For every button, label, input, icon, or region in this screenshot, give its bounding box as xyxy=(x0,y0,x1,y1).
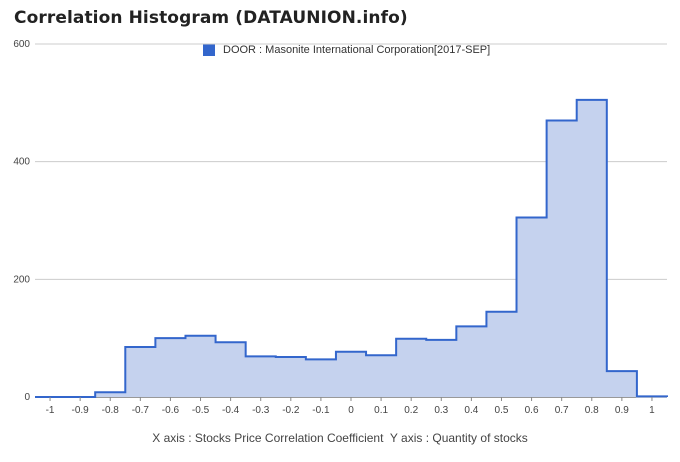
x-tick-label: 0.7 xyxy=(555,405,569,416)
histogram-bin xyxy=(336,352,366,397)
x-tick-label: -0.2 xyxy=(282,405,300,416)
x-tick-label: 0.6 xyxy=(525,405,539,416)
histogram-bin xyxy=(246,356,276,397)
histogram-line xyxy=(35,98,668,398)
x-tick-label: -0.4 xyxy=(222,405,240,416)
histogram-bin xyxy=(607,371,637,397)
histogram-bin xyxy=(276,357,306,397)
histogram-bin xyxy=(185,336,215,397)
histogram-bin xyxy=(366,355,396,397)
y-tick-label: 200 xyxy=(13,274,30,285)
y-tick-label: 600 xyxy=(13,39,30,50)
histogram-fill xyxy=(35,99,667,397)
axis-caption: X axis : Stocks Price Correlation Coeffi… xyxy=(0,431,680,445)
x-tick-label: 0.3 xyxy=(434,405,448,416)
histogram-bin xyxy=(95,392,125,397)
histogram-bin xyxy=(547,120,577,397)
x-tick-label: -1 xyxy=(46,405,55,416)
histogram-bin xyxy=(216,342,246,397)
histogram-bin xyxy=(637,396,667,397)
x-tick-label: 0.1 xyxy=(374,405,388,416)
x-tick-label: -0.5 xyxy=(192,405,210,416)
y-axis-caption: Y axis : Quantity of stocks xyxy=(389,431,528,445)
x-tick-label: -0.3 xyxy=(252,405,270,416)
x-tick-label: -0.1 xyxy=(312,405,330,416)
histogram-bin xyxy=(577,100,607,397)
y-axis-ticks: 0 200 400 600 xyxy=(13,39,30,403)
histogram-bin xyxy=(456,326,486,397)
x-tick-label: -0.8 xyxy=(102,405,120,416)
legend-label: DOOR : Masonite International Corporatio… xyxy=(223,44,491,56)
x-tick-label: -0.6 xyxy=(162,405,180,416)
histogram-area xyxy=(35,98,668,398)
x-axis-caption: X axis : Stocks Price Correlation Coeffi… xyxy=(152,431,384,445)
histogram-bin xyxy=(396,339,426,397)
x-tick-label: 0.5 xyxy=(495,405,509,416)
y-tick-label: 400 xyxy=(13,157,30,168)
x-tick-label: 0 xyxy=(348,405,354,416)
histogram-bin xyxy=(486,312,516,397)
x-tick-label: 1 xyxy=(649,405,655,416)
histogram-bin xyxy=(155,338,185,397)
histogram-bin xyxy=(426,340,456,397)
chart-title: Correlation Histogram (DATAUNION.info) xyxy=(14,8,408,28)
histogram-bin xyxy=(125,347,155,397)
x-tick-label: -0.9 xyxy=(72,405,90,416)
legend-swatch xyxy=(203,44,215,56)
x-tick-label: -0.7 xyxy=(132,405,150,416)
legend: DOOR : Masonite International Corporatio… xyxy=(203,43,490,57)
y-tick-label: 0 xyxy=(24,392,30,403)
x-tick-label: 0.8 xyxy=(585,405,599,416)
x-tick-label: 0.9 xyxy=(615,405,629,416)
x-tick-label: 0.2 xyxy=(404,405,418,416)
x-axis-ticks: -1 -0.9 -0.8 -0.7 -0.6 -0.5 -0.4 -0.3 -0.2 -0.1 0 0… xyxy=(46,397,655,416)
x-tick-label: 0.4 xyxy=(464,405,478,416)
histogram-bin xyxy=(306,359,336,397)
histogram-bin xyxy=(517,218,547,397)
